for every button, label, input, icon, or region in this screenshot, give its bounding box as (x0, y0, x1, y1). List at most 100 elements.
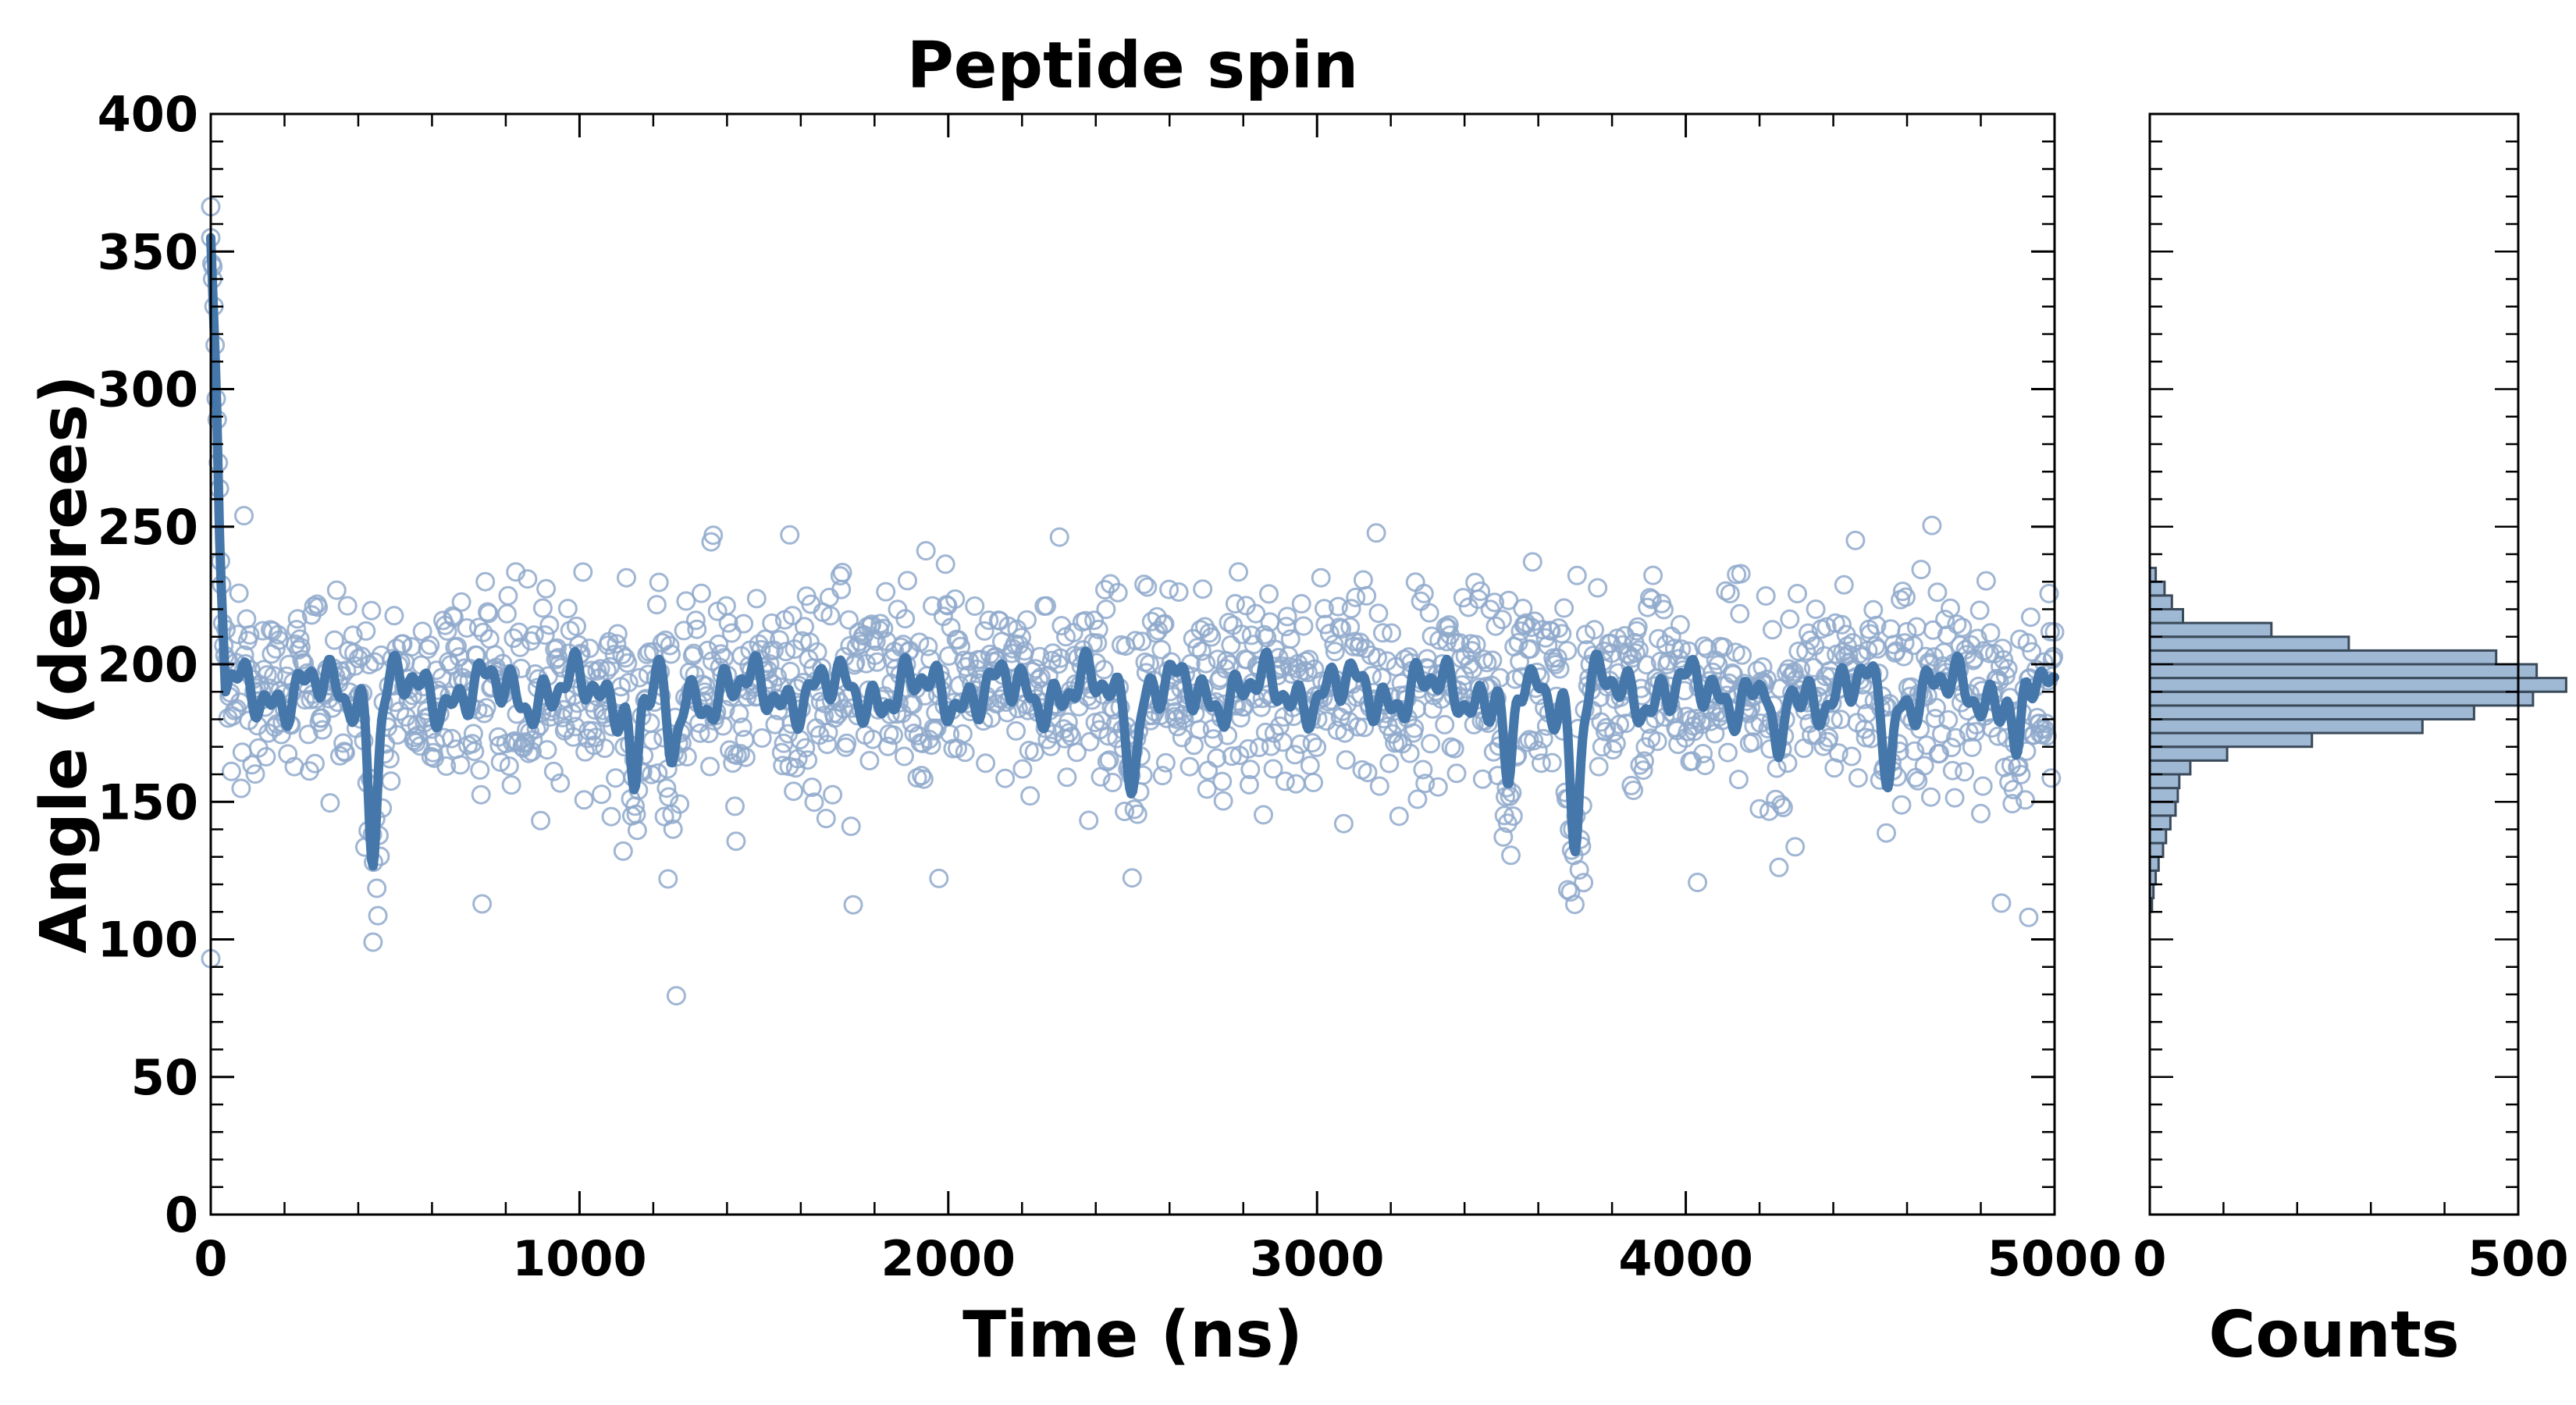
scatter-point (767, 667, 788, 687)
scatter-point (1914, 756, 1934, 776)
scatter-point (1379, 753, 1400, 774)
scatter-point (1366, 523, 1386, 543)
histogram-bar (2148, 800, 2177, 817)
scatter-point (1866, 615, 1887, 635)
scatter-point (498, 585, 518, 606)
scatter-point (308, 597, 329, 617)
scatter-point (1207, 748, 1227, 768)
scatter-point (1769, 857, 1789, 877)
scatter-point (916, 541, 936, 561)
scatter-point (1405, 572, 1425, 592)
scatter-point (1275, 771, 1295, 791)
scatter-point (1079, 810, 1099, 831)
scatter-point (841, 816, 861, 837)
scatter-point (1197, 779, 1217, 799)
scatter-point (734, 614, 754, 634)
scatter-point (574, 790, 594, 810)
scatter-point (666, 986, 686, 1006)
scatter-point (524, 625, 544, 646)
scatter-point (843, 895, 863, 915)
x-tick-label: 1000 (512, 1230, 647, 1287)
scatter-point (927, 718, 947, 738)
scatter-point (367, 878, 387, 898)
scatter-point (676, 591, 696, 611)
scatter-point (1096, 599, 1116, 620)
scatter-point (1992, 638, 2012, 659)
scatter-point (1204, 729, 1224, 749)
scatter-point (952, 724, 973, 744)
histogram-bar (2148, 621, 2273, 638)
scatter-point (1148, 621, 1169, 641)
y-tick-label: 100 (98, 912, 198, 969)
scatter-point (1630, 755, 1650, 775)
scatter-point (245, 764, 265, 784)
main-axes: 0 1000 2000 3000 4000 5000 0 50 100 150 200 250 300 3… (98, 86, 2122, 1287)
scatter-point (326, 580, 347, 600)
scatter-point (1030, 646, 1050, 667)
scatter-point (1439, 615, 1459, 635)
scatter-point (1239, 774, 1259, 795)
scatter-point (1285, 745, 1305, 765)
scatter-point (2041, 768, 2062, 788)
scatter-point (1542, 752, 1562, 773)
scatter-point (839, 610, 859, 630)
scatter-point (1547, 648, 1567, 668)
scatter-point (265, 638, 286, 659)
scatter-point (1574, 873, 1594, 893)
scatter-point (325, 630, 344, 650)
scatter-point (735, 747, 756, 767)
scatter-point (709, 634, 729, 654)
scatter-point (1354, 717, 1375, 738)
scatter-point (618, 673, 639, 692)
scatter-point (1348, 717, 1368, 737)
scatter-point (290, 629, 310, 649)
scatter-point (1713, 637, 1734, 657)
x-tick-label: 5000 (1987, 1230, 2122, 1287)
scatter-point (335, 742, 355, 763)
histogram-plot-area (2148, 567, 2567, 913)
histogram-bar (2148, 841, 2165, 859)
scatter-point (311, 708, 332, 728)
scatter-point (279, 654, 299, 674)
histogram-x-axis-title: Counts (2208, 1298, 2459, 1372)
scatter-point (361, 600, 382, 621)
scatter-point (473, 622, 493, 642)
histogram-bar (2148, 649, 2498, 666)
scatter-point (1946, 727, 1966, 748)
scatter-point (1325, 642, 1345, 662)
scatter-point (1485, 616, 1506, 636)
scatter-point (1201, 627, 1222, 647)
scatter-point (1097, 752, 1117, 772)
scatter-point (823, 784, 843, 805)
scatter-point (1780, 609, 1800, 629)
scatter-point (1017, 610, 1037, 630)
scatter-point (1991, 893, 2012, 913)
scatter-point (434, 727, 454, 748)
scatter-point (1828, 743, 1848, 763)
scatter-point (1169, 582, 1189, 602)
scatter-point (852, 634, 872, 654)
scatter-point (1938, 710, 1959, 730)
scatter-point (497, 603, 517, 624)
chart-title: Peptide spin (907, 29, 1359, 103)
scatter-point (1567, 565, 1587, 585)
scatter-point (1720, 584, 1740, 603)
scatter-point (1382, 623, 1402, 643)
scatter-point (1756, 586, 1776, 606)
scatter-point (649, 572, 669, 592)
scatter-point (1503, 806, 1523, 826)
scatter-point (1988, 726, 2008, 746)
main-plot-area (201, 197, 2065, 1006)
scatter-point (337, 596, 358, 616)
scatter-point (499, 756, 519, 776)
scatter-point (870, 614, 891, 634)
scatter-point (1891, 795, 1912, 815)
scatter-point (802, 777, 822, 798)
scatter-point (1961, 635, 1981, 655)
y-tick-label: 400 (98, 86, 198, 143)
scatter-point (1368, 603, 1389, 624)
scatter-point (1115, 802, 1135, 821)
scatter-point (518, 569, 538, 589)
scatter-point (289, 640, 309, 660)
scatter-point (1324, 635, 1344, 655)
